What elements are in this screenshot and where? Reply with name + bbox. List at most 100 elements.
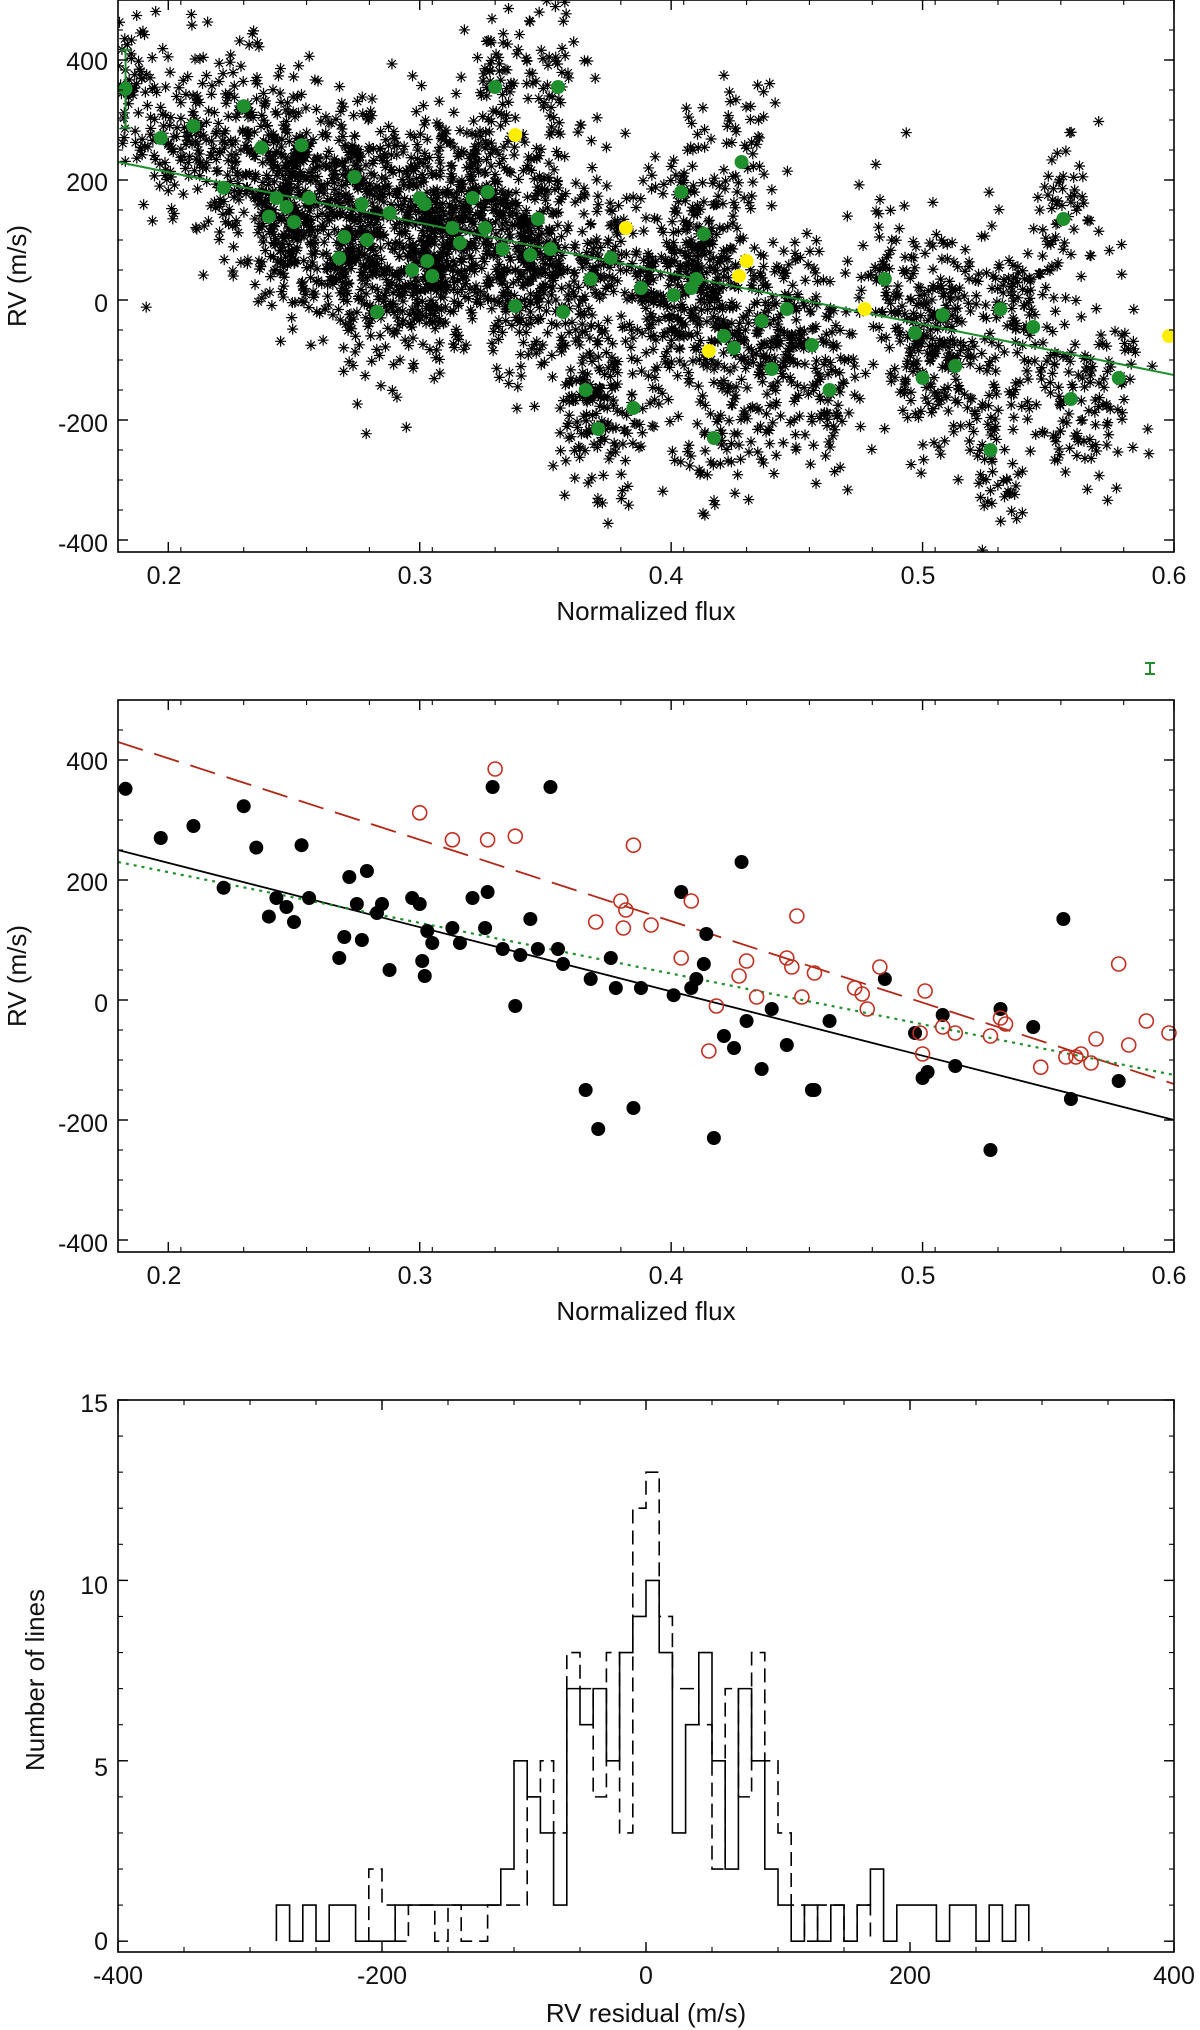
asterisk-point bbox=[371, 214, 383, 226]
asterisk-point bbox=[975, 230, 987, 242]
asterisk-point bbox=[678, 304, 690, 316]
asterisk-point bbox=[722, 110, 734, 122]
asterisk-point bbox=[699, 124, 711, 136]
asterisk-point bbox=[296, 132, 308, 144]
yellow-point bbox=[732, 269, 747, 283]
asterisk-point bbox=[229, 135, 241, 147]
asterisk-point bbox=[657, 226, 669, 238]
asterisk-point bbox=[1054, 425, 1066, 437]
filled-point bbox=[983, 1143, 998, 1157]
asterisk-point bbox=[799, 358, 811, 370]
asterisk-point bbox=[1011, 347, 1023, 359]
asterisk-point bbox=[589, 72, 601, 84]
asterisk-point bbox=[808, 439, 820, 451]
asterisk-point bbox=[470, 259, 482, 271]
asterisk-point bbox=[313, 195, 325, 207]
asterisk-point bbox=[563, 432, 575, 444]
asterisk-point bbox=[1052, 257, 1064, 269]
asterisk-point bbox=[603, 234, 615, 246]
open-point bbox=[1161, 1025, 1177, 1041]
asterisk-point bbox=[428, 373, 440, 385]
asterisk-point bbox=[166, 142, 178, 154]
asterisk-point bbox=[379, 161, 391, 173]
asterisk-point bbox=[187, 110, 199, 122]
asterisk-point bbox=[119, 33, 131, 45]
asterisk-point bbox=[528, 263, 540, 275]
asterisk-point bbox=[278, 280, 290, 292]
asterisk-point bbox=[907, 366, 919, 378]
asterisk-point bbox=[1051, 198, 1063, 210]
asterisk-point bbox=[690, 261, 702, 273]
asterisk-point bbox=[607, 394, 619, 406]
asterisk-point bbox=[343, 277, 355, 289]
asterisk-point bbox=[626, 388, 638, 400]
asterisk-point bbox=[722, 253, 734, 265]
asterisk-point bbox=[536, 227, 548, 239]
asterisk-point bbox=[1018, 354, 1030, 366]
asterisk-point bbox=[715, 409, 727, 421]
asterisk-point bbox=[654, 289, 666, 301]
asterisk-point bbox=[990, 388, 1002, 400]
asterisk-point bbox=[309, 245, 321, 257]
asterisk-point bbox=[1005, 388, 1017, 400]
filled-point bbox=[920, 1065, 935, 1079]
asterisk-point bbox=[544, 253, 556, 265]
green-point bbox=[666, 288, 681, 303]
asterisk-point bbox=[646, 183, 658, 195]
asterisk-point bbox=[253, 41, 265, 53]
asterisk-point bbox=[383, 120, 395, 132]
asterisk-point bbox=[362, 114, 374, 126]
asterisk-point bbox=[298, 255, 310, 267]
asterisk-point bbox=[537, 280, 549, 292]
top-ytick-label: -200 bbox=[58, 410, 108, 438]
asterisk-point bbox=[542, 202, 554, 214]
asterisk-point bbox=[286, 312, 298, 324]
asterisk-point bbox=[701, 361, 713, 373]
asterisk-point bbox=[463, 241, 475, 253]
asterisk-point bbox=[304, 205, 316, 217]
asterisk-point bbox=[653, 314, 665, 326]
asterisk-point bbox=[921, 297, 933, 309]
asterisk-point bbox=[674, 355, 686, 367]
asterisk-point bbox=[520, 319, 532, 331]
asterisk-point bbox=[1057, 183, 1069, 195]
asterisk-point bbox=[1127, 335, 1139, 347]
asterisk-point bbox=[497, 98, 509, 110]
asterisk-point bbox=[924, 355, 936, 367]
asterisk-point bbox=[237, 76, 249, 88]
green-point bbox=[716, 329, 731, 343]
asterisk-point bbox=[500, 216, 512, 228]
asterisk-point bbox=[904, 294, 916, 306]
asterisk-point bbox=[454, 223, 466, 235]
asterisk-point bbox=[191, 94, 203, 106]
asterisk-point bbox=[1105, 361, 1117, 373]
asterisk-point bbox=[905, 313, 917, 325]
asterisk-point bbox=[404, 128, 416, 140]
asterisk-point bbox=[574, 119, 586, 131]
asterisk-point bbox=[263, 173, 275, 185]
asterisk-point bbox=[410, 219, 422, 231]
asterisk-point bbox=[127, 89, 139, 101]
asterisk-point bbox=[668, 206, 680, 218]
green-point bbox=[948, 359, 963, 373]
asterisk-point bbox=[311, 200, 323, 212]
asterisk-point bbox=[394, 237, 406, 249]
asterisk-point bbox=[438, 318, 450, 330]
asterisk-point bbox=[1124, 373, 1136, 385]
asterisk-point bbox=[615, 468, 627, 480]
asterisk-point bbox=[902, 331, 914, 343]
asterisk-point bbox=[495, 120, 507, 132]
asterisk-point bbox=[1051, 260, 1063, 272]
asterisk-point bbox=[530, 151, 542, 163]
asterisk-point bbox=[214, 193, 226, 205]
asterisk-point bbox=[356, 224, 368, 236]
asterisk-point bbox=[430, 285, 442, 297]
asterisk-point bbox=[345, 263, 357, 275]
bottom-ytick-label: 0 bbox=[94, 1928, 108, 1956]
asterisk-point bbox=[363, 145, 375, 157]
asterisk-point bbox=[1093, 392, 1105, 404]
asterisk-point bbox=[752, 130, 764, 142]
asterisk-point bbox=[148, 81, 160, 93]
asterisk-point bbox=[350, 330, 362, 342]
asterisk-point bbox=[608, 437, 620, 449]
